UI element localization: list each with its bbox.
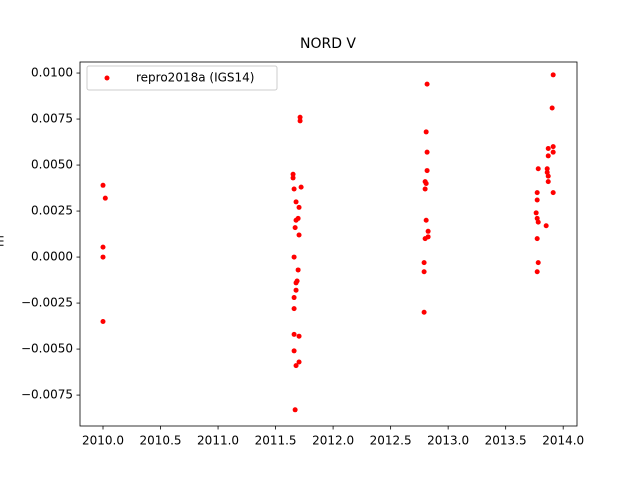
x-tick-label: 2012.5 — [370, 434, 412, 448]
point — [297, 118, 303, 124]
point — [291, 295, 297, 301]
point — [296, 204, 302, 210]
point — [291, 306, 297, 312]
point — [296, 232, 302, 238]
point — [534, 269, 540, 275]
point — [534, 190, 540, 196]
point — [293, 217, 299, 223]
point — [424, 81, 430, 87]
point — [290, 171, 296, 177]
point — [293, 199, 299, 205]
y-tick-label: 0.0075 — [31, 112, 73, 126]
point — [100, 318, 106, 324]
point — [425, 228, 431, 234]
x-tick-label: 2014.0 — [542, 434, 584, 448]
point — [292, 225, 298, 231]
point — [100, 254, 106, 260]
x-tick-label: 2012.0 — [312, 434, 354, 448]
point — [421, 309, 427, 315]
point — [423, 129, 429, 135]
x-tick-label: 2013.0 — [427, 434, 469, 448]
point — [291, 348, 297, 354]
point — [297, 114, 303, 120]
point — [290, 175, 296, 181]
x-tick-label: 2011.0 — [197, 434, 239, 448]
point — [424, 168, 430, 174]
x-tick-label: 2013.5 — [485, 434, 527, 448]
point — [291, 186, 297, 192]
point — [550, 72, 556, 78]
point — [293, 287, 299, 293]
point — [424, 149, 430, 155]
y-tick-label: 0.0025 — [31, 204, 73, 218]
y-tick-label: 0.0100 — [31, 66, 73, 80]
point — [421, 269, 427, 275]
x-tick-label: 2010.5 — [140, 434, 182, 448]
y-tick-label: −0.0025 — [21, 296, 73, 310]
point — [535, 166, 541, 172]
point — [293, 280, 299, 286]
y-tick-label: −0.0050 — [21, 342, 73, 356]
point — [102, 195, 108, 201]
point — [534, 236, 540, 242]
point — [293, 363, 299, 369]
point — [295, 267, 301, 273]
point — [422, 236, 428, 242]
legend-box — [86, 65, 278, 91]
chart-title: NORD V — [300, 36, 356, 52]
legend-label: repro2018a (IGS14) — [136, 71, 254, 85]
point — [550, 149, 556, 155]
point — [100, 182, 106, 188]
y-axis-label: m — [0, 235, 7, 247]
point — [421, 260, 427, 266]
point — [291, 254, 297, 260]
point — [549, 105, 555, 111]
point — [543, 223, 549, 229]
point — [545, 173, 551, 179]
point — [422, 186, 428, 192]
point — [545, 145, 551, 151]
x-tick-label: 2010.0 — [82, 434, 124, 448]
point — [544, 166, 550, 172]
point — [291, 331, 297, 337]
point — [533, 210, 539, 216]
y-tick-label: 0.0000 — [31, 250, 73, 264]
point — [292, 407, 298, 413]
plot-frame — [79, 61, 578, 427]
point — [534, 197, 540, 203]
point — [296, 333, 302, 339]
point — [100, 244, 106, 250]
y-tick-label: −0.0075 — [21, 388, 73, 402]
point — [545, 179, 551, 185]
x-tick-label: 2011.5 — [255, 434, 297, 448]
point — [296, 359, 302, 365]
point — [535, 219, 541, 225]
point — [545, 153, 551, 159]
point — [550, 144, 556, 150]
point — [298, 184, 304, 190]
point — [423, 217, 429, 223]
legend-marker — [104, 75, 110, 81]
point — [550, 190, 556, 196]
y-tick-label: 0.0050 — [31, 158, 73, 172]
point — [423, 180, 429, 186]
point — [535, 260, 541, 266]
